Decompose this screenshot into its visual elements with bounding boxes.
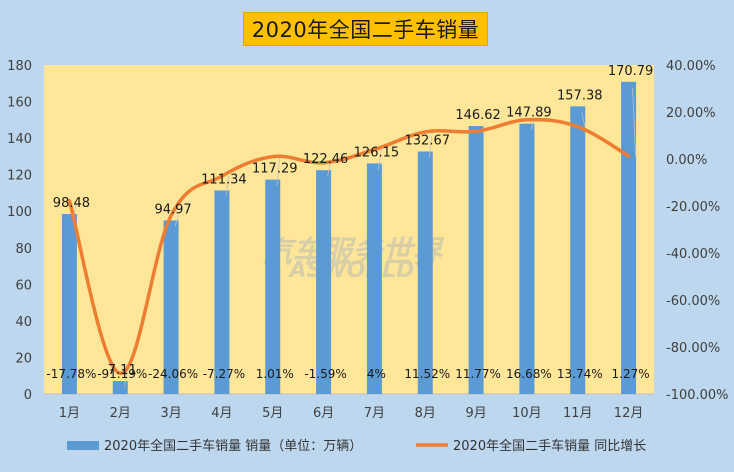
line-data-label: -1.59% [304,367,346,381]
bar [417,151,433,394]
y-right-tick-label: -60.00% [666,294,720,309]
line-data-label: 16.68% [506,367,552,381]
bar [468,126,484,394]
leader-line [378,149,382,170]
bar-data-label: 170.79 [608,64,654,79]
line-data-label: 11.52% [404,367,450,381]
y-right-tick-label: 40.00% [666,59,716,74]
x-tick-label: 6月 [313,406,334,421]
bar-data-label: 146.62 [455,108,501,123]
bar-data-label: 98.48 [53,196,90,211]
watermark-cn: 汽车服务世界 [262,235,445,270]
growth-line [67,117,631,376]
x-tick-label: 9月 [465,406,486,421]
y-right-tick-label: -40.00% [666,247,720,262]
y-left-tick-label: 60 [15,278,32,293]
bar-data-label: 157.38 [557,88,603,103]
bar-data-label: 132.67 [405,134,451,149]
legend-bar-swatch [67,441,99,450]
bar [265,179,281,394]
y-left-tick-label: 80 [15,242,32,257]
leader-line [632,87,636,157]
leader-line [123,373,128,388]
y-left-tick-label: 100 [7,205,32,220]
y-right-tick-label: -80.00% [666,341,720,356]
y-left-tick-label: 20 [15,351,32,366]
leader-line [530,119,535,130]
bar-data-label: 94.97 [154,202,191,217]
bar [112,381,128,394]
y-left-tick-label: 120 [7,169,32,184]
chart-title: 2020年全国二手车销量 [251,18,480,42]
watermark-en: ASWORLD [287,258,414,283]
bar [163,220,179,394]
y-right-tick-label: 0.00% [666,153,707,168]
line-data-label: -17.78% [46,367,96,381]
line-data-label: 4% [367,367,386,381]
bar [570,106,586,394]
y-left-tick-label: 140 [7,132,32,147]
bar [519,123,535,394]
x-tick-label: 11月 [563,406,593,421]
bar-data-label: 122.46 [303,152,349,167]
line-data-label: -7.27% [203,367,245,381]
line-data-label: -91.19% [97,367,147,381]
x-tick-label: 3月 [160,406,181,421]
x-tick-label: 7月 [364,406,385,421]
legend-line-label: 2020年全国二手车销量 同比增长 [453,438,646,454]
line-data-label: 1.27% [612,367,650,381]
line-data-label: -24.06% [148,367,198,381]
line-data-label: 13.74% [557,367,603,381]
bar [366,163,382,394]
bar [214,190,230,394]
bar [316,170,332,394]
y-left-tick-label: 180 [7,59,32,74]
bar-data-label: 111.34 [201,172,247,187]
y-left-tick-label: 0 [24,388,32,403]
y-right-tick-label: -100.00% [666,388,729,403]
x-tick-label: 1月 [59,406,80,421]
x-tick-label: 2月 [110,406,131,421]
x-tick-label: 12月 [614,406,644,421]
leader-line [276,156,281,186]
bar [61,214,77,394]
legend-bar-label: 2020年全国二手车销量 销量（单位：万辆） [104,438,362,454]
y-left-tick-label: 160 [7,96,32,111]
bar-data-label: 126.15 [354,145,400,160]
chart-title-box: 2020年全国二手车销量 [243,12,488,46]
y-right-tick-label: -20.00% [666,200,720,215]
leader-line [581,112,586,127]
leader-line [327,162,331,177]
x-tick-label: 10月 [512,406,542,421]
bar-data-label: 117.29 [252,162,298,177]
line-data-label: 1.01% [256,367,294,381]
leader-line [225,176,230,197]
bar [621,81,637,394]
bar-data-label: 7.11 [108,363,137,378]
leader-line [428,131,433,158]
leader-line [174,215,179,227]
x-tick-label: 8月 [415,406,436,421]
y-left-tick-label: 40 [15,315,32,330]
x-tick-label: 5月 [262,406,283,421]
x-tick-label: 4月 [211,406,232,421]
line-data-label: 11.77% [455,367,501,381]
bar-data-label: 147.89 [506,106,552,121]
y-right-tick-label: 20.00% [666,106,716,121]
